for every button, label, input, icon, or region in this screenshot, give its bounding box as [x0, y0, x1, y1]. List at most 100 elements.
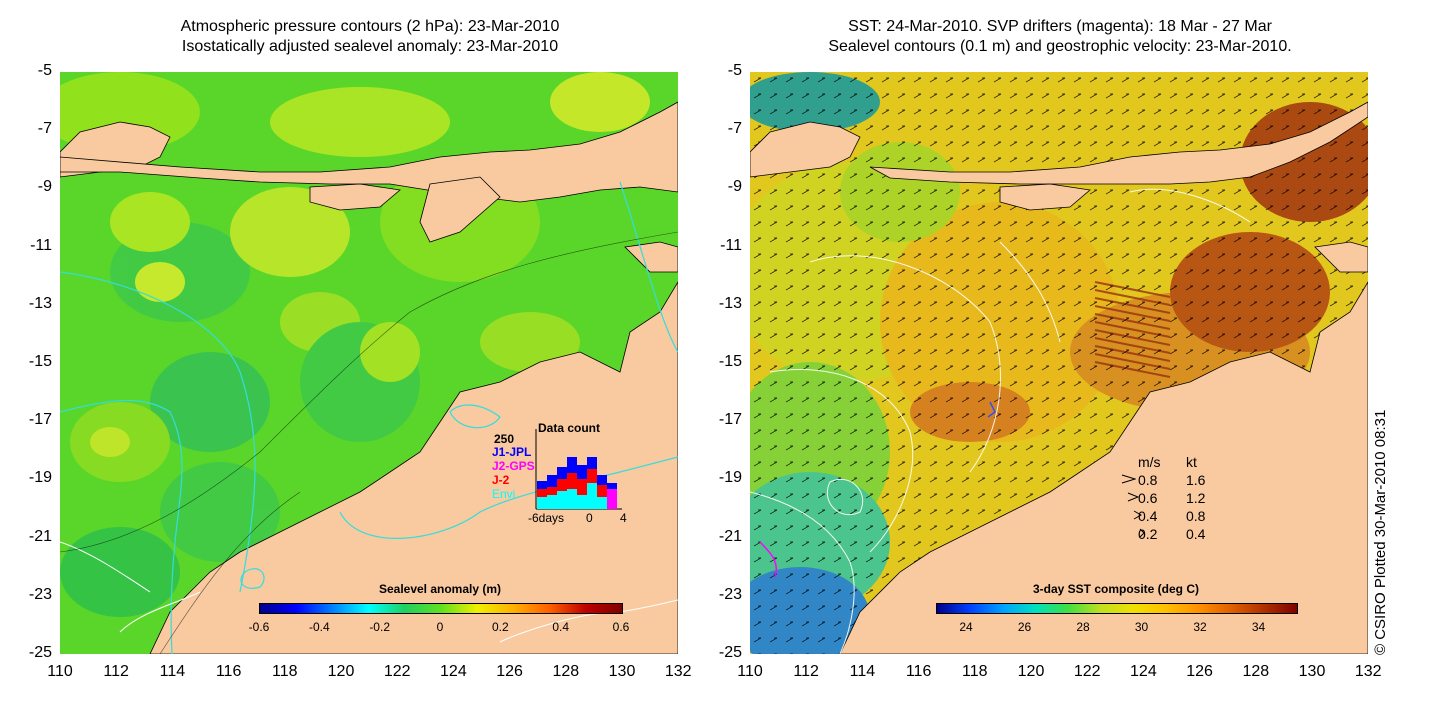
sealevel-colorbar-tick: -0.2 — [369, 620, 390, 634]
sealevel-colorbar-tick: 0.6 — [612, 620, 630, 634]
legend-envi: Envi — [492, 487, 516, 501]
left-x-tick: 120 — [327, 663, 355, 680]
left-y-tick: -5 — [37, 62, 52, 79]
velocity-arrow-icon — [1123, 490, 1140, 507]
sst-map: 3-day SST composite (deg C) 24 26 28 30 32 34… — [750, 72, 1368, 654]
sst-colorbar-tick: 30 — [1134, 620, 1149, 634]
right-title-line-2: Sealevel contours (0.1 m) and geostrophi… — [828, 38, 1292, 55]
sealevel-colorbar-tick: -0.6 — [248, 620, 270, 634]
velocity-kt-value: 1.6 — [1186, 472, 1206, 488]
sst-colorbar — [936, 603, 1298, 614]
right-y-tick: -19 — [718, 469, 742, 487]
data-count-bars — [535, 429, 622, 510]
right-x-tick: 110 — [737, 663, 763, 680]
legend-j2-gps: J2-GPS — [492, 459, 535, 473]
right-x-tick: 124 — [1130, 663, 1157, 680]
velocity-ms-value: 0.2 — [1138, 526, 1158, 542]
left-y-tick: -23 — [28, 585, 52, 603]
left-y-tick: -7 — [37, 120, 52, 138]
sealevel-colorbar-title: Sealevel anomaly (m) — [378, 582, 502, 596]
velocity-arrow-icon — [1129, 526, 1145, 543]
right-y-tick: -15 — [718, 353, 742, 370]
right-y-tick: -5 — [727, 62, 742, 79]
left-x-tick: 130 — [608, 663, 636, 680]
data-count-max-label: 250 — [494, 432, 515, 446]
sealevel-colorbar-tick: 0.4 — [552, 620, 569, 634]
sst-colorbar-tick: 34 — [1251, 620, 1266, 634]
velocity-legend-header-ms: m/s — [1138, 454, 1161, 470]
left-title-line-2: Isostatically adjusted sealevel anomaly:… — [181, 38, 559, 55]
right-x-tick: 120 — [1017, 663, 1045, 680]
left-y-tick: -25 — [28, 644, 52, 661]
left-x-tick: 128 — [552, 663, 580, 680]
data-count-x-tick-end: 4 — [620, 511, 627, 525]
velocity-kt-value: 0.8 — [1186, 508, 1206, 524]
sealevel-colorbar-tick: -0.4 — [308, 620, 330, 634]
left-x-tick: 116 — [215, 663, 242, 680]
sealevel-colorbar-tick: 0.2 — [491, 620, 509, 634]
left-y-tick: -9 — [37, 178, 52, 196]
left-x-tick: 110 — [47, 663, 73, 680]
left-y-tick: -11 — [30, 236, 52, 254]
data-count-x-tick-start: -6days — [528, 511, 565, 525]
sst-map-graphic — [750, 72, 1368, 654]
right-x-tick: 126 — [1186, 663, 1213, 680]
sst-colorbar-tick: 26 — [1017, 620, 1032, 634]
left-y-tick: -13 — [28, 294, 52, 312]
left-y-tick: -15 — [28, 353, 52, 370]
sst-colorbar-tick: 24 — [959, 620, 973, 634]
left-x-tick: 132 — [664, 663, 692, 680]
right-x-tick: 118 — [962, 663, 988, 680]
right-y-tick: -9 — [727, 178, 742, 196]
velocity-kt-value: 0.4 — [1186, 526, 1206, 542]
left-title-line-1: Atmospheric pressure contours (2 hPa): 2… — [180, 18, 560, 35]
data-count-x-tick-zero: 0 — [586, 511, 593, 525]
data-count-inset: Data count 250 J1-JPL J2-GPS J-2 Envi -6… — [480, 417, 640, 525]
sst-colorbar-tick: 28 — [1076, 620, 1090, 634]
left-map-title: Atmospheric pressure contours (2 hPa): 2… — [60, 17, 680, 57]
right-x-tick: 132 — [1354, 663, 1382, 680]
sst-colorbar-title: 3-day SST composite (deg C) — [1032, 582, 1200, 596]
right-title-line-1: SST: 24-Mar-2010. SVP drifters (magenta)… — [848, 18, 1272, 35]
right-y-tick: -7 — [727, 120, 742, 138]
velocity-ms-value: 0.4 — [1138, 508, 1158, 524]
sealevel-colorbar-tick: 0 — [436, 620, 444, 634]
right-x-tick: 116 — [905, 663, 932, 680]
right-y-tick: -23 — [718, 585, 742, 603]
sst-colorbar-tick: 32 — [1193, 620, 1207, 634]
velocity-legend-header-kt: kt — [1186, 454, 1197, 470]
left-x-tick: 118 — [272, 663, 298, 680]
right-y-tick: -17 — [718, 411, 742, 429]
velocity-ms-value: 0.6 — [1138, 490, 1158, 506]
left-y-tick: -21 — [28, 527, 52, 545]
data-count-title: Data count — [538, 421, 601, 435]
left-y-tick: -17 — [28, 411, 52, 429]
sealevel-anomaly-map-graphic — [60, 72, 678, 654]
sealevel-colorbar — [259, 603, 623, 614]
velocity-kt-value: 1.2 — [1186, 490, 1206, 506]
right-y-tick: -21 — [718, 527, 742, 545]
left-x-tick: 112 — [103, 663, 129, 680]
velocity-arrow-icon — [1126, 508, 1143, 525]
right-y-tick: -13 — [718, 294, 742, 312]
left-x-tick: 122 — [383, 663, 411, 680]
left-y-tick: -19 — [28, 469, 52, 487]
velocity-legend: m/s kt 0.8 1.6 0.6 1.2 0.4 0.8 0.2 0.4 — [1120, 454, 1230, 544]
right-map-title: SST: 24-Mar-2010. SVP drifters (magenta)… — [745, 17, 1375, 57]
right-x-tick: 114 — [849, 663, 876, 680]
left-x-tick: 126 — [496, 663, 523, 680]
legend-j-2: J-2 — [492, 473, 510, 487]
left-x-tick: 124 — [440, 663, 467, 680]
right-x-tick: 112 — [793, 663, 819, 680]
credit-label: © CSIRO Plotted 30-Mar-2010 08:31 — [1372, 409, 1389, 655]
right-x-tick: 128 — [1242, 663, 1270, 680]
right-y-tick: -11 — [720, 236, 742, 254]
legend-j1-jpl: J1-JPL — [492, 445, 532, 459]
right-x-tick: 122 — [1073, 663, 1101, 680]
right-x-tick: 130 — [1298, 663, 1326, 680]
left-x-tick: 114 — [159, 663, 186, 680]
velocity-ms-value: 0.8 — [1138, 472, 1158, 488]
velocity-arrow-icon — [1120, 472, 1137, 489]
right-y-tick: -25 — [718, 644, 742, 661]
sealevel-anomaly-map: Sealevel anomaly (m) -0.6 -0.4 -0.2 0 0.2 0.4… — [60, 72, 678, 654]
